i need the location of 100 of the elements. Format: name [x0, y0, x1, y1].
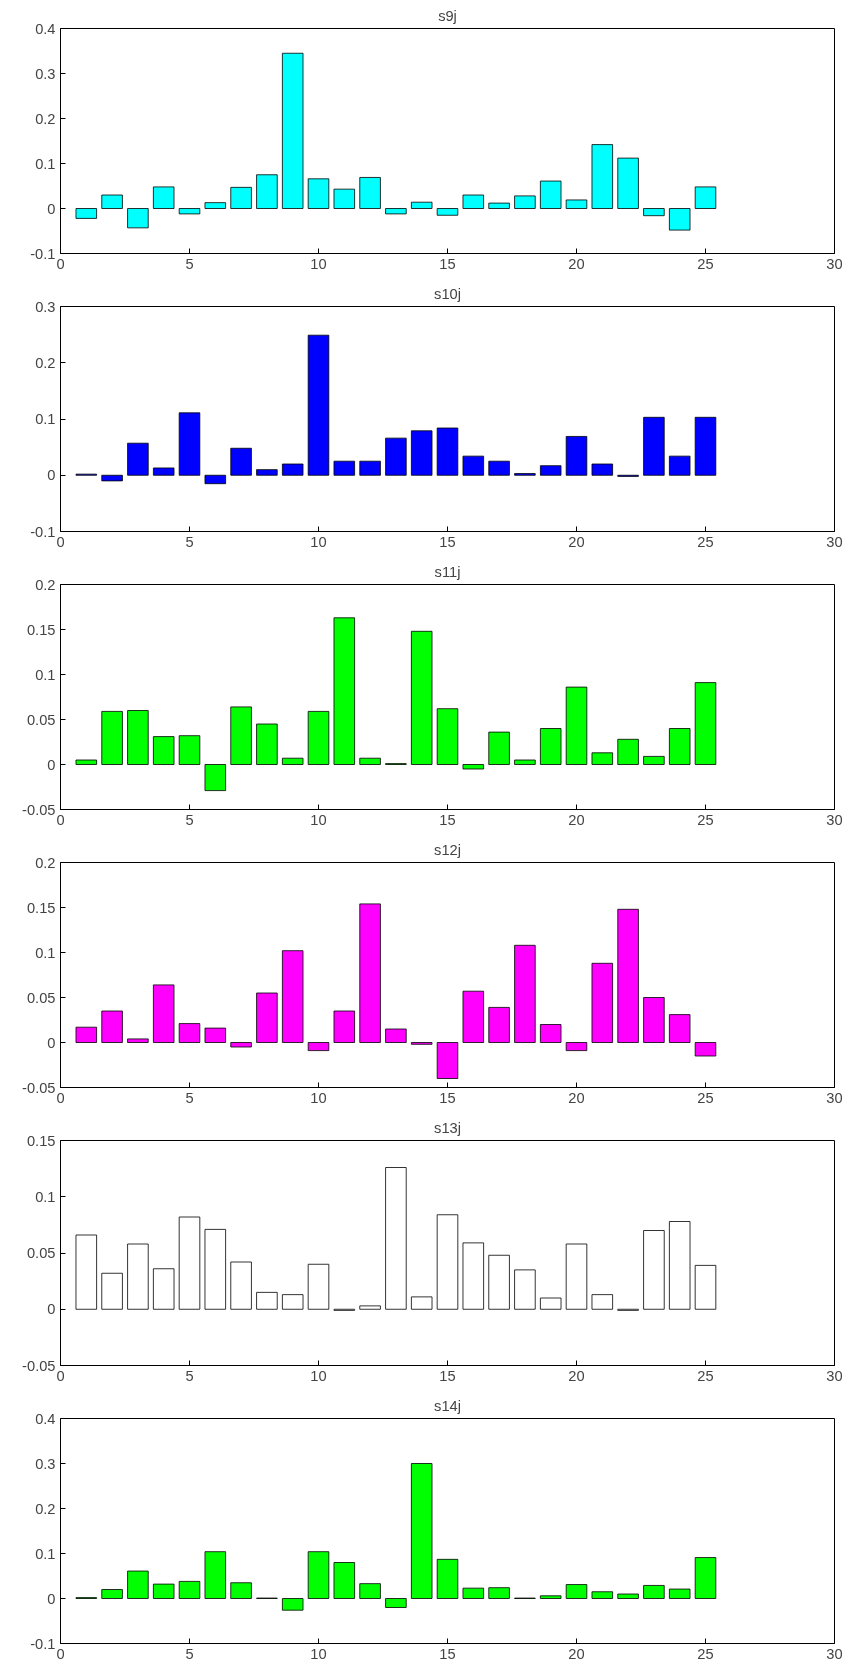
bar — [307, 1551, 330, 1599]
x-tick-label: 25 — [697, 533, 714, 550]
x-tick-label: 5 — [185, 1645, 194, 1662]
y-tick-label: 0.1 — [35, 155, 56, 172]
y-tick-label: -0.1 — [30, 523, 56, 540]
y-tick-label: -0.1 — [30, 245, 56, 262]
bar — [488, 202, 510, 209]
bar — [462, 1242, 485, 1310]
bar — [359, 903, 381, 1043]
bar — [668, 728, 691, 765]
x-tick-label: 10 — [310, 1367, 327, 1384]
bar — [204, 1228, 227, 1310]
bar — [281, 52, 304, 209]
chart-title: s10j — [434, 285, 461, 302]
bar — [668, 455, 691, 476]
bar — [127, 442, 149, 476]
y-tick-label: 0.1 — [35, 944, 56, 961]
bar — [694, 416, 717, 476]
bar — [436, 208, 459, 216]
bar — [178, 735, 201, 765]
bar — [359, 757, 381, 765]
bar — [152, 736, 175, 765]
y-tick-label: -0.05 — [22, 801, 56, 818]
x-tick-label: 20 — [568, 533, 585, 550]
y-tick-label: 0.1 — [35, 1188, 56, 1205]
x-tick-label: 15 — [439, 533, 456, 550]
bar — [256, 469, 278, 476]
bar — [333, 460, 356, 476]
bar — [643, 997, 665, 1043]
bar — [436, 427, 459, 476]
bar — [410, 201, 433, 209]
bar — [307, 178, 330, 209]
x-tick-label: 5 — [185, 1367, 194, 1384]
bar — [410, 1463, 433, 1599]
bar — [75, 208, 98, 219]
bar — [668, 1014, 691, 1043]
bar — [514, 944, 536, 1043]
bar — [410, 430, 433, 476]
x-tick-label: 20 — [568, 811, 585, 828]
bar — [230, 1582, 252, 1599]
x-tick-label: 25 — [697, 1367, 714, 1384]
bar — [436, 708, 459, 765]
x-tick-label: 15 — [439, 1645, 456, 1662]
bar — [230, 706, 252, 765]
x-tick-label: 15 — [439, 255, 456, 272]
bar — [591, 144, 614, 209]
bar — [694, 1042, 717, 1057]
x-tick-label: 5 — [185, 533, 194, 550]
bar — [462, 1587, 485, 1599]
bar — [436, 1214, 459, 1310]
bar — [152, 467, 175, 476]
bar — [256, 174, 278, 209]
bar — [591, 1591, 614, 1599]
bar — [436, 1042, 459, 1079]
bar — [565, 1243, 588, 1310]
y-tick-label: 0 — [47, 1034, 56, 1051]
bar — [101, 474, 123, 482]
y-tick-label: 0.4 — [35, 20, 56, 37]
bar — [152, 186, 175, 209]
y-tick-label: 0.2 — [35, 354, 56, 371]
y-tick-label: 0.3 — [35, 65, 56, 82]
bar — [127, 710, 149, 765]
bar — [101, 1010, 123, 1043]
x-tick-label: 20 — [568, 255, 585, 272]
bar — [385, 1167, 407, 1310]
bar — [462, 990, 485, 1043]
bar — [127, 1243, 149, 1310]
y-tick-label: 0.3 — [35, 298, 56, 315]
bar — [385, 208, 407, 215]
y-tick-label: 0.1 — [35, 411, 56, 427]
x-tick-label: 25 — [697, 811, 714, 828]
chart-title: s11j — [434, 563, 461, 580]
y-tick-label: 0 — [47, 756, 56, 773]
chart-title: s13j — [434, 1119, 461, 1136]
bar — [565, 436, 588, 476]
bar — [152, 984, 175, 1043]
bar — [230, 186, 252, 209]
bar — [204, 202, 227, 209]
bar — [539, 465, 562, 476]
bar — [694, 682, 717, 765]
bar — [591, 463, 614, 476]
bar — [281, 757, 304, 765]
x-tick-label: 10 — [310, 811, 327, 828]
bar — [359, 1305, 381, 1310]
bar — [565, 686, 588, 765]
y-tick-label: 0.2 — [35, 854, 56, 871]
x-tick-label: 15 — [439, 1089, 456, 1106]
bar — [178, 1216, 201, 1310]
x-tick-label: 20 — [568, 1645, 585, 1662]
bar — [75, 1234, 98, 1310]
bar — [178, 1023, 201, 1043]
x-tick-label: 15 — [439, 811, 456, 828]
y-tick-label: 0 — [47, 1301, 56, 1318]
bar — [127, 1570, 149, 1599]
bar — [307, 1042, 330, 1051]
bar — [178, 208, 201, 215]
bar — [591, 962, 614, 1043]
y-tick-label: -0.05 — [22, 1079, 56, 1096]
y-tick-label: 0.15 — [26, 621, 56, 638]
y-tick-label: 0.4 — [35, 1410, 56, 1427]
